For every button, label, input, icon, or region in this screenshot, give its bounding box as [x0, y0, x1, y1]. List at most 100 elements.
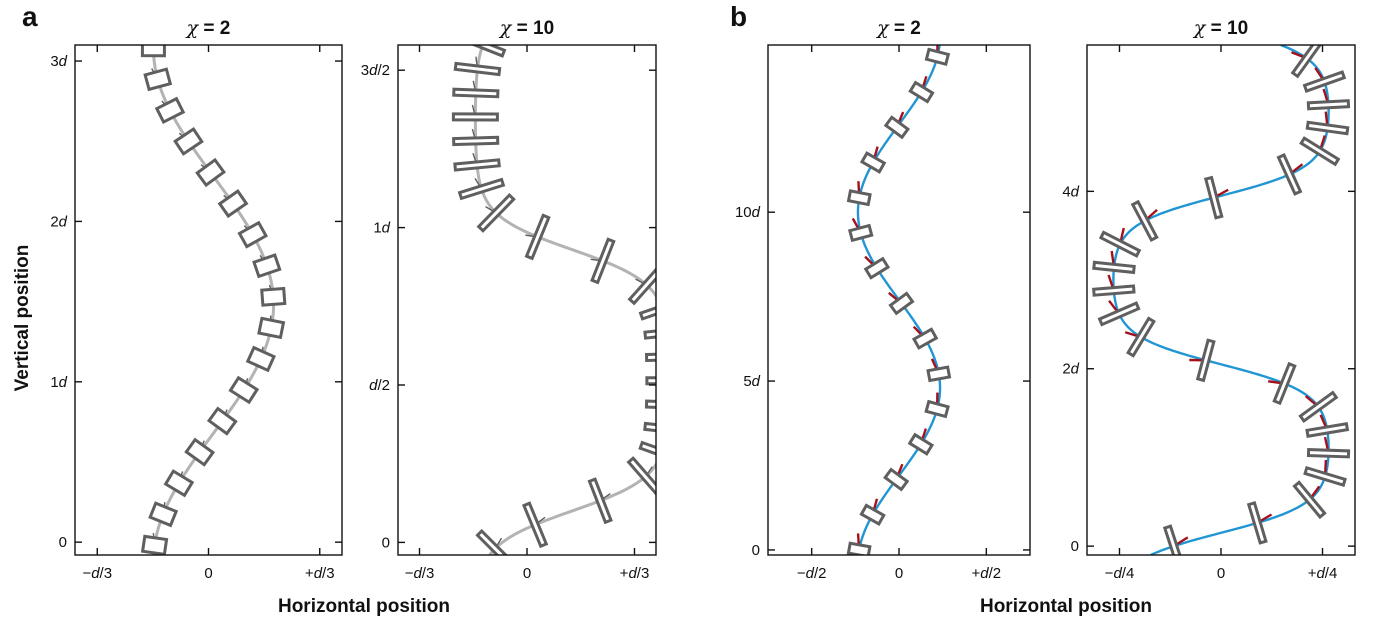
molecule-box — [643, 325, 656, 340]
molecule-marker — [907, 428, 935, 456]
molecule-whisker — [665, 345, 668, 357]
molecule-box — [924, 47, 951, 66]
molecule-box — [452, 87, 500, 99]
molecule-box — [451, 112, 499, 122]
molecule-whisker — [482, 45, 486, 46]
molecule-whisker — [666, 393, 669, 405]
plot-frame — [74, 44, 343, 556]
molecule-marker — [260, 284, 287, 307]
molecule-marker — [1303, 459, 1347, 487]
molecule-box — [626, 456, 656, 498]
molecule-box — [1246, 501, 1268, 545]
molecule-box — [184, 437, 216, 467]
molecule-marker — [1290, 45, 1324, 79]
y-tick-label: 2d — [1062, 361, 1079, 378]
molecule-box — [643, 421, 656, 436]
molecule-marker — [457, 177, 506, 201]
panel-a-chi10: −d/3 0 +d/3 0 d/2 1d 3d/2 χ = 10 — [361, 17, 669, 582]
molecule-marker — [452, 128, 500, 147]
molecule-marker — [1292, 480, 1327, 520]
molecule-box — [1097, 301, 1141, 327]
panel-a-chi2: −d/3 0 +d/3 0 1d 2d 3d χ = 2 — [50, 17, 343, 582]
molecule-marker — [924, 392, 950, 419]
y-tick-label: 10d — [735, 204, 761, 221]
molecule-box — [1203, 175, 1224, 220]
molecule-marker — [1097, 300, 1141, 327]
panel-letter-b: b — [730, 1, 747, 32]
panel-title: χ = 2 — [185, 17, 231, 39]
molecule-box — [521, 501, 549, 549]
molecule-marker — [888, 291, 915, 316]
molecule-marker — [1306, 88, 1351, 111]
molecule-marker — [1203, 175, 1229, 220]
molecule-marker — [1268, 361, 1297, 406]
molecule-box — [883, 467, 910, 492]
director-curve — [1112, 45, 1330, 555]
y-tick-label: 3d — [50, 53, 67, 70]
molecule-box — [859, 503, 886, 527]
molecule-marker — [451, 104, 499, 122]
molecule-marker — [1246, 501, 1273, 545]
molecule-marker — [217, 189, 249, 219]
molecule-marker — [257, 315, 286, 340]
molecule-marker — [644, 393, 669, 411]
molecule-box — [638, 440, 656, 465]
molecule-box — [859, 151, 887, 174]
molecule-box — [154, 96, 186, 125]
molecule-box — [228, 375, 260, 405]
molecule-marker — [1305, 414, 1350, 438]
molecule-marker — [1130, 199, 1159, 243]
molecule-whisker — [664, 417, 668, 429]
x-tick-label: 0 — [523, 565, 531, 582]
molecule-box — [524, 213, 551, 261]
molecule-box — [908, 80, 935, 104]
molecule-whisker — [663, 321, 667, 333]
molecule-marker — [475, 528, 515, 555]
x-tick-label: 0 — [895, 565, 903, 582]
molecule-marker — [1124, 316, 1156, 358]
director-curve — [473, 45, 656, 555]
molecule-box — [1276, 153, 1303, 196]
molecule-box — [237, 220, 269, 249]
x-tick-label: −d/2 — [797, 565, 827, 582]
molecule-box — [1305, 120, 1350, 136]
y-tick-label: 4d — [1062, 183, 1079, 200]
molecule-marker — [1189, 338, 1216, 383]
molecule-box — [644, 399, 656, 411]
molecule-box — [1298, 390, 1339, 424]
molecule-marker — [859, 146, 887, 174]
x-tick-label: −d/3 — [82, 565, 112, 582]
molecule-whisker — [659, 440, 666, 452]
molecule-marker — [846, 181, 872, 207]
x-tick-label: 0 — [204, 565, 212, 582]
molecule-box — [1302, 70, 1347, 93]
molecule-marker — [863, 255, 891, 280]
plot-frame — [397, 44, 657, 556]
molecule-box — [453, 158, 501, 172]
molecule-marker — [184, 437, 216, 467]
y-tick-label: 1d — [50, 374, 67, 391]
molecule-marker — [524, 213, 551, 261]
molecule-box — [476, 192, 516, 233]
molecule-marker — [1098, 227, 1142, 258]
molecule-box — [883, 115, 910, 140]
molecule-box — [148, 501, 179, 528]
molecule-box — [140, 45, 166, 58]
molecule-marker — [1162, 524, 1189, 555]
molecule-marker — [638, 440, 666, 465]
y-tick-label: 0 — [59, 534, 67, 551]
molecule-marker — [1092, 250, 1136, 275]
molecule-marker — [1302, 67, 1347, 93]
molecule-box — [260, 286, 287, 307]
molecule-marker — [883, 463, 910, 492]
molecule-marker — [627, 264, 656, 306]
molecule-box — [863, 256, 891, 280]
molecule-box — [1130, 199, 1159, 243]
molecule-box — [143, 67, 173, 92]
molecule-marker — [590, 237, 616, 285]
molecule-box — [926, 365, 952, 383]
b-x-axis-label: Horizontal position — [980, 596, 1152, 617]
a-x-axis-label: Horizontal position — [278, 596, 450, 617]
molecule-marker — [643, 417, 668, 436]
